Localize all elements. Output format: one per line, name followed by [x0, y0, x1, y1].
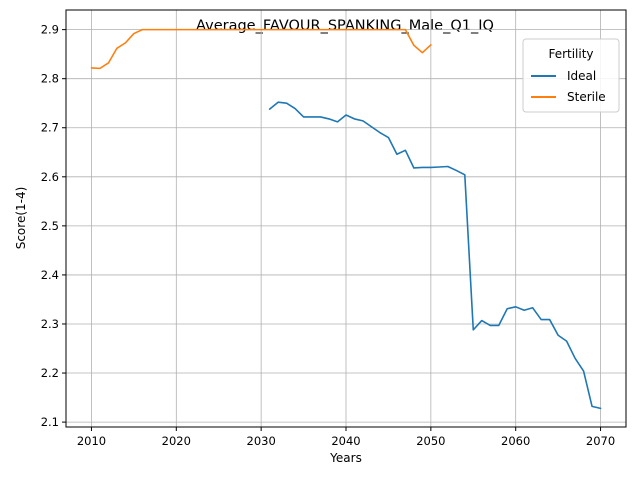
y-tick-label: 2.5 — [41, 219, 59, 233]
y-tick-label: 2.9 — [41, 23, 59, 37]
y-tick-label: 2.6 — [41, 170, 59, 184]
y-axis-label: Score(1-4) — [14, 187, 28, 250]
legend-box — [522, 38, 620, 113]
series-lines — [90, 28, 602, 410]
x-tick-label: 2020 — [162, 434, 191, 448]
x-tick-label: 2050 — [416, 434, 445, 448]
legend-title: Fertility — [548, 47, 593, 61]
x-axis-label: Years — [329, 451, 362, 465]
y-tick-label: 2.4 — [41, 268, 59, 282]
x-tick-label: 2070 — [586, 434, 615, 448]
y-tick-label: 2.2 — [41, 366, 59, 380]
x-tick-label: 2030 — [247, 434, 276, 448]
legend: Fertility Ideal Sterile — [522, 38, 620, 113]
x-tick-label: 2010 — [77, 434, 106, 448]
y-tick-label: 2.7 — [41, 121, 59, 135]
legend-label-ideal: Ideal — [567, 69, 596, 83]
x-tick-label: 2060 — [501, 434, 530, 448]
y-tick-label: 2.8 — [41, 72, 59, 86]
x-tick-label: 2040 — [331, 434, 360, 448]
y-tick-label: 2.3 — [41, 317, 59, 331]
series-line-ideal — [268, 101, 602, 410]
chart-title: Average_FAVOUR_SPANKING_Male_Q1_IQ — [196, 18, 494, 34]
x-axis-ticks: 2010 2020 2030 2040 2050 2060 2070 — [77, 427, 615, 448]
grid — [66, 10, 626, 427]
series-line-sterile — [90, 28, 432, 70]
y-tick-label: 2.1 — [41, 415, 59, 429]
y-axis-ticks: 2.1 2.2 2.3 2.4 2.5 2.6 2.7 2.8 2.9 — [41, 23, 66, 429]
legend-label-sterile: Sterile — [567, 90, 606, 104]
